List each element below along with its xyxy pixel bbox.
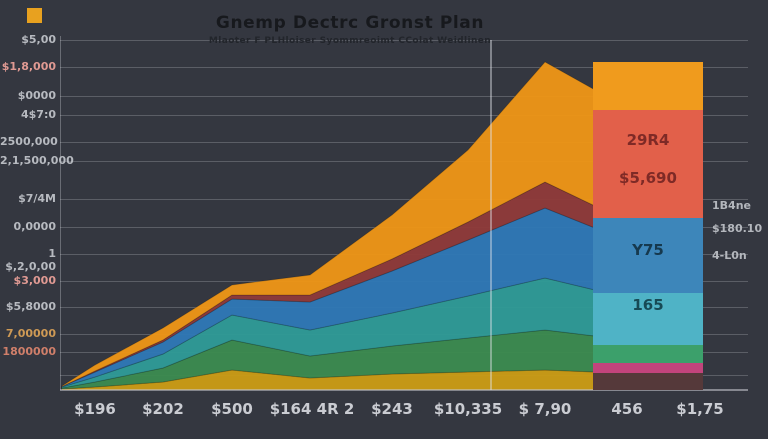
gridline [60,67,748,68]
y-axis-label: $5,8000 [5,300,56,313]
legend-swatch [27,8,42,23]
gridline [60,142,748,143]
bar-segment: Y75 [593,218,703,293]
x-axis-label: $164 4R 2 [269,400,355,418]
y-axis-label: $7/4M [18,192,56,205]
x-axis-label: $1,75 [676,400,724,418]
y-axis-label: $0000 [17,89,56,102]
bar-segment-label: $5,690 [619,169,677,187]
bar-segment-label: Y75 [632,241,664,259]
bar-segment [593,373,703,390]
y-axis-label: $3,000 [13,274,56,287]
bar-segment: 165 [593,293,703,345]
right-axis-label: $180.10 [712,222,763,235]
bar-segment-label: 29R4 [626,131,670,149]
chart-subtitle: Mlaoter F PLHloiser Syommreoimt CColat W… [208,36,492,46]
y-axis-label: 4$7:0 [20,108,56,121]
right-axis-label: 1B4ne [712,199,751,212]
bar-segment [593,363,703,373]
bar-segment [593,345,703,363]
x-axis-line [60,389,748,391]
x-axis-label: $ 7,90 [518,400,572,418]
gridline [60,96,748,97]
chart-header: Gnemp Dectrc Gronst Plan Mlaoter F PLHlo… [130,13,570,46]
x-axis-label: $243 [371,400,413,418]
y-axis-label: 2500,000 [0,135,58,148]
vertical-marker-line [490,40,492,390]
gridline [60,115,748,116]
y-axis-label: 0,0000 [13,220,56,233]
y-axis-label: $5,00 [21,33,56,46]
y-axis-line [60,36,61,390]
bar-segment: 29R4 $5,690 [593,110,703,218]
gridline [60,40,748,41]
stacked-bar: 29R4 $5,690 Y75 165 [593,62,703,390]
gridline [60,161,748,162]
bar-segment-label: 165 [632,296,664,314]
x-axis-label: 456 [611,400,643,418]
y-axis-label: 7,00000 [5,327,56,340]
x-axis-label: $196 [74,400,116,418]
gridline [60,199,748,200]
chart-title: Gnemp Dectrc Gronst Plan [215,13,485,33]
y-axis-label: 1 $,2,0,00 [5,247,56,273]
y-axis-label: 1800000 [2,345,56,358]
x-axis-label: $500 [211,400,253,418]
y-axis-label: $1,8,000 [1,60,56,73]
x-axis-label: $10,335 [433,400,503,418]
x-axis-label: $202 [142,400,184,418]
y-axis-label: 2,1,500,000 [0,154,74,167]
bar-segment [593,62,703,110]
right-axis-label: 4-L0n [712,249,747,262]
